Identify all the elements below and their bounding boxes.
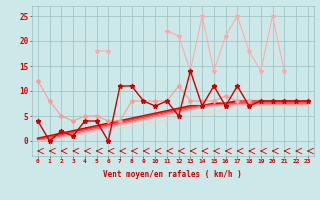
X-axis label: Vent moyen/en rafales ( km/h ): Vent moyen/en rafales ( km/h ) — [103, 170, 242, 179]
